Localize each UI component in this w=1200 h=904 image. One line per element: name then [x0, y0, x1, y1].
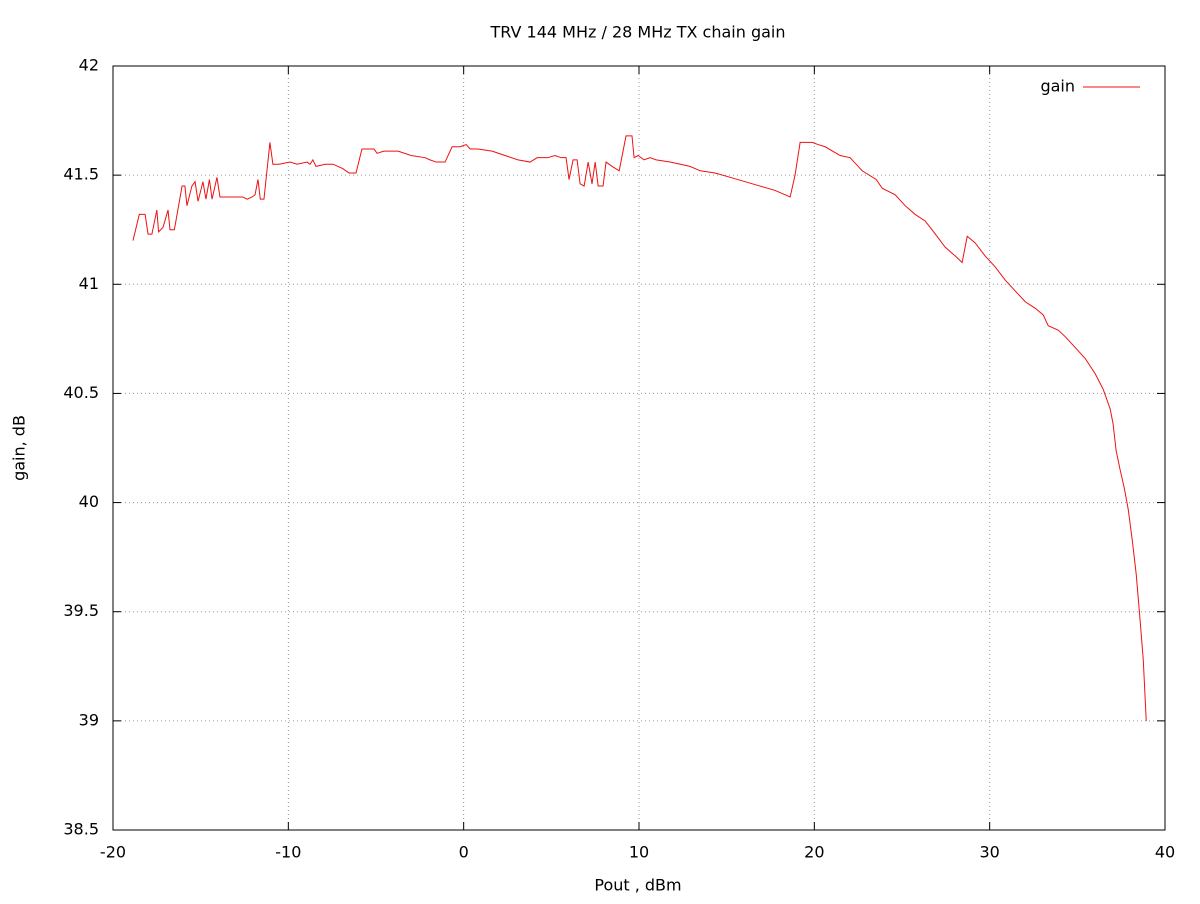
- y-tick-label: 40: [79, 492, 99, 511]
- y-tick-label: 38.5: [63, 820, 99, 839]
- y-tick-label: 41.5: [63, 165, 99, 184]
- x-tick-label: 20: [804, 843, 824, 862]
- y-tick-label: 41: [79, 274, 99, 293]
- y-tick-label: 39: [79, 710, 99, 729]
- y-tick-label: 42: [79, 56, 99, 75]
- plot-border: [112, 65, 1166, 831]
- x-tick-label: -20: [100, 843, 126, 862]
- data-line: [132, 135, 1147, 721]
- legend-label: gain: [1040, 77, 1075, 96]
- y-tick-label: 40.5: [63, 383, 99, 402]
- y-tick-label: 39.5: [63, 601, 99, 620]
- x-tick-label: 30: [979, 843, 999, 862]
- x-axis-label: Pout , dBm: [594, 876, 681, 895]
- chart-title: TRV 144 MHz / 28 MHz TX chain gain: [489, 23, 785, 42]
- x-tick-label: 10: [629, 843, 649, 862]
- y-axis-label: gain, dB: [10, 415, 29, 481]
- x-tick-label: -10: [275, 843, 301, 862]
- x-tick-label: 40: [1155, 843, 1175, 862]
- x-tick-label: 0: [459, 843, 469, 862]
